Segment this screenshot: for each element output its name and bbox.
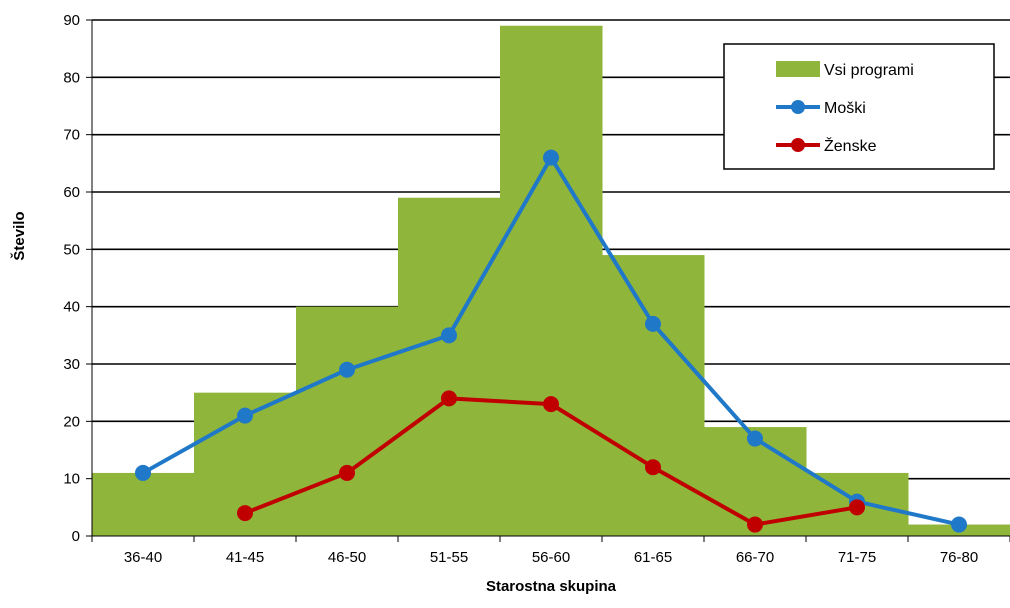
data-point	[645, 315, 661, 332]
data-point	[747, 516, 763, 533]
x-tick-label: 56-60	[532, 549, 570, 566]
y-tick-label: 90	[63, 12, 80, 29]
x-tick-label: 71-75	[838, 549, 876, 566]
legend-swatch-marker	[791, 138, 805, 152]
x-tick-label: 66-70	[736, 549, 774, 566]
legend-swatch	[776, 61, 820, 77]
axes	[86, 19, 1010, 542]
data-point	[237, 407, 253, 424]
x-tick-label: 61-65	[634, 549, 672, 566]
bar	[398, 197, 501, 536]
data-point	[849, 499, 865, 516]
x-tick-label: 36-40	[124, 549, 162, 566]
y-tick-label: 50	[63, 241, 80, 258]
data-point	[645, 459, 661, 476]
data-point	[339, 361, 355, 378]
line-series	[135, 149, 967, 533]
bar	[602, 255, 705, 537]
legend-label: Vsi programi	[824, 62, 914, 79]
x-tick-label: 76-80	[940, 549, 978, 566]
bar	[500, 25, 603, 536]
y-tick-label: 10	[63, 471, 80, 488]
x-axis-title: Starostna skupina	[486, 578, 617, 595]
y-tick-label: 20	[63, 413, 80, 430]
legend-box	[723, 43, 995, 170]
data-point	[441, 327, 457, 344]
y-tick-label: 70	[63, 127, 80, 144]
data-point	[135, 464, 151, 481]
x-tick-label: 41-45	[226, 549, 264, 566]
x-tick-label: 46-50	[328, 549, 366, 566]
legend: Vsi programi Moški Ženske	[723, 43, 995, 170]
y-tick-label: 40	[63, 299, 80, 316]
y-tick-label: 60	[63, 184, 80, 201]
y-tick-label: 0	[72, 528, 80, 545]
data-point	[543, 149, 559, 166]
data-point	[441, 390, 457, 407]
data-point	[237, 505, 253, 522]
data-point	[339, 464, 355, 481]
data-point	[951, 516, 967, 533]
bar	[92, 472, 195, 536]
data-point	[543, 396, 559, 413]
y-axis-title: Število	[10, 211, 28, 260]
legend-swatch-marker	[791, 100, 805, 114]
y-tick-label: 80	[63, 69, 80, 86]
y-tick-labels: 0 10 20 30 40 50 60 70 80 90	[63, 12, 80, 545]
legend-label: Moški	[824, 100, 866, 117]
x-tick-label: 51-55	[430, 549, 468, 566]
legend-label: Ženske	[824, 136, 877, 155]
data-point	[747, 430, 763, 447]
x-tick-labels: 36-40 41-45 46-50 51-55 56-60 61-65 66-70 71-75…	[124, 549, 978, 566]
y-tick-label: 30	[63, 356, 80, 373]
bar	[296, 306, 399, 536]
